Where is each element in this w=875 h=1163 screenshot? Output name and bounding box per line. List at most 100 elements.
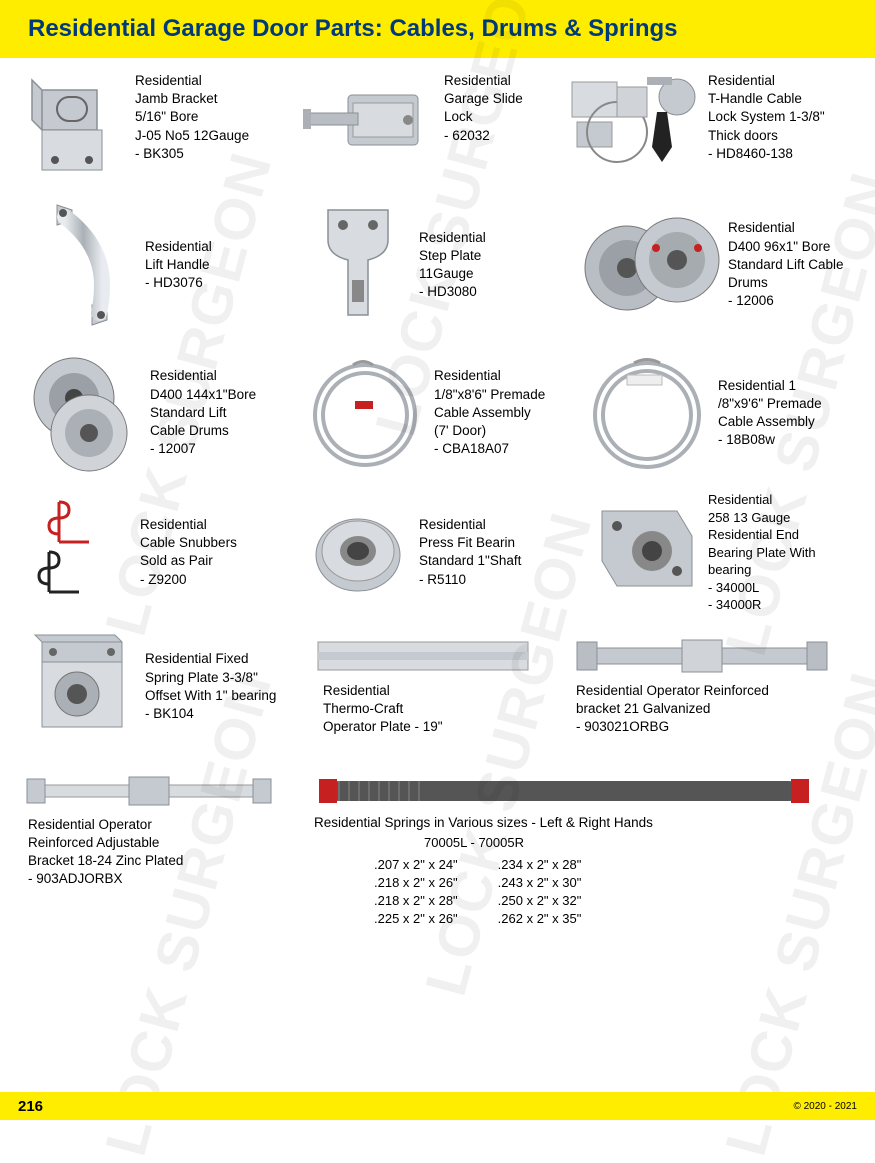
text-line: .225 x 2" x 26"	[374, 910, 458, 928]
product-text: Residential Step Plate 11Gauge - HD3080	[413, 229, 486, 302]
text-line: Residential	[444, 72, 523, 90]
text-line: 1/8"x8'6" Premade	[434, 386, 545, 404]
text-line: Thermo-Craft	[323, 700, 443, 718]
product-image	[24, 632, 139, 742]
product-image	[303, 502, 413, 602]
text-line: Residential	[419, 516, 521, 534]
product-row: Residential Fixed Spring Plate 3-3/8" Of…	[24, 632, 851, 742]
product-row: Residential Cable Snubbers Sold as Pair …	[24, 491, 851, 614]
product-image	[582, 353, 712, 473]
product-text: Residential Springs in Various sizes - L…	[314, 814, 653, 929]
page-footer: 216 © 2020 - 2021	[0, 1092, 875, 1120]
product-row: Residential D400 144x1"Bore Standard Lif…	[24, 353, 851, 473]
text-line: Residential	[419, 229, 486, 247]
text-line: - R5110	[419, 571, 521, 589]
text-line: .250 x 2" x 32"	[498, 892, 582, 910]
product-text: Residential T-Handle Cable Lock System 1…	[702, 72, 825, 163]
product-cell: Residential 258 13 Gauge Residential End…	[582, 491, 851, 614]
product-cell: Residential Thermo-Craft Operator Plate …	[313, 632, 572, 742]
product-text: Residential Operator Reinforced bracket …	[572, 682, 769, 737]
text-line: Standard Lift Cable	[728, 256, 844, 274]
product-cell: Residential Lift Handle - HD3076	[24, 195, 303, 335]
text-line: - 18B08w	[718, 431, 822, 449]
text-line: - BK305	[135, 145, 249, 163]
text-line: Residential	[708, 491, 816, 509]
text-line: J-05 No5 12Gauge	[135, 127, 249, 145]
text-line: .207 x 2" x 24"	[374, 856, 458, 874]
product-text: Residential Jamb Bracket 5/16" Bore J-05…	[129, 72, 249, 163]
product-image	[24, 195, 139, 335]
page-title: Residential Garage Door Parts: Cables, D…	[28, 15, 678, 43]
product-row: Residential Operator Reinforced Adjustab…	[24, 770, 851, 929]
text-line: - 12007	[150, 440, 256, 458]
text-line: Cable Assembly	[718, 413, 822, 431]
product-text: Residential 1 /8"x9'6" Premade Cable Ass…	[712, 377, 822, 450]
text-line: - 12006	[728, 292, 844, 310]
product-text: Residential Thermo-Craft Operator Plate …	[313, 682, 443, 737]
page-number: 216	[18, 1098, 43, 1115]
text-line: Standard Lift	[150, 404, 256, 422]
product-image	[582, 210, 722, 320]
text-line: bearing	[708, 561, 816, 579]
springs-size-table: .207 x 2" x 24" .218 x 2" x 26" .218 x 2…	[374, 856, 653, 929]
text-line: .234 x 2" x 28"	[498, 856, 582, 874]
product-text: Residential 1/8"x8'6" Premade Cable Asse…	[428, 367, 545, 458]
text-line: Residential	[434, 367, 545, 385]
text-line: Residential Operator	[28, 816, 183, 834]
product-row: Residential Jamb Bracket 5/16" Bore J-05…	[24, 72, 851, 177]
text-line: /8"x9'6" Premade	[718, 395, 822, 413]
text-line: - 62032	[444, 127, 523, 145]
product-text: Residential Cable Snubbers Sold as Pair …	[134, 516, 237, 589]
product-text: Residential 258 13 Gauge Residential End…	[702, 491, 816, 614]
product-image	[303, 353, 428, 473]
product-cell: Residential Garage Slide Lock - 62032	[303, 72, 562, 177]
text-line: Garage Slide	[444, 90, 523, 108]
product-image	[562, 72, 702, 172]
text-line: - 34000L	[708, 579, 816, 597]
text-line: Bearing Plate With	[708, 544, 816, 562]
text-line: Bracket 18-24 Zinc Plated	[28, 852, 183, 870]
product-cell: Residential D400 96x1" Bore Standard Lif…	[582, 195, 851, 335]
text-line: Cable Assembly	[434, 404, 545, 422]
text-line: 5/16" Bore	[135, 108, 249, 126]
text-line: - 903ADJORBX	[28, 870, 183, 888]
product-text: Residential Operator Reinforced Adjustab…	[24, 816, 183, 889]
product-image	[303, 205, 413, 325]
text-line: Residential	[728, 219, 844, 237]
product-image	[582, 491, 702, 601]
product-text: Residential D400 96x1" Bore Standard Lif…	[722, 219, 844, 310]
text-line: - BK104	[145, 705, 276, 723]
text-line: Offset With 1" bearing	[145, 687, 276, 705]
text-line: Residential	[708, 72, 825, 90]
product-cell: Residential Jamb Bracket 5/16" Bore J-05…	[24, 72, 303, 177]
product-text: Residential D400 144x1"Bore Standard Lif…	[144, 367, 256, 458]
springs-col-a: .207 x 2" x 24" .218 x 2" x 26" .218 x 2…	[374, 856, 458, 929]
text-line: - Z9200	[140, 571, 237, 589]
product-cell: Residential Operator Reinforced bracket …	[572, 632, 851, 742]
text-line: Press Fit Bearin	[419, 534, 521, 552]
text-line: Lock System 1-3/8"	[708, 108, 825, 126]
text-line: Residential	[145, 238, 212, 256]
product-cell: Residential Press Fit Bearin Standard 1"…	[303, 491, 582, 614]
text-line: Residential	[150, 367, 256, 385]
product-image	[24, 492, 134, 612]
text-line: Cable Snubbers	[140, 534, 237, 552]
product-cell: Residential Step Plate 11Gauge - HD3080	[303, 195, 582, 335]
text-line: Residential End	[708, 526, 816, 544]
product-cell: Residential Springs in Various sizes - L…	[314, 770, 844, 929]
page-header: Residential Garage Door Parts: Cables, D…	[0, 0, 875, 58]
product-cell: Residential Cable Snubbers Sold as Pair …	[24, 491, 303, 614]
text-line: D400 144x1"Bore	[150, 386, 256, 404]
text-line: Reinforced Adjustable	[28, 834, 183, 852]
text-line: - HD3076	[145, 274, 212, 292]
text-line: Standard 1"Shaft	[419, 552, 521, 570]
text-line: Thick doors	[708, 127, 825, 145]
product-image	[314, 770, 814, 812]
product-image	[313, 632, 533, 682]
text-line: Lift Handle	[145, 256, 212, 274]
text-line: Residential 1	[718, 377, 822, 395]
text-line: bracket 21 Galvanized	[576, 700, 769, 718]
text-line: 70005L - 70005R	[424, 834, 653, 852]
content-area: Residential Jamb Bracket 5/16" Bore J-05…	[0, 58, 875, 928]
springs-col-b: .234 x 2" x 28" .243 x 2" x 30" .250 x 2…	[498, 856, 582, 929]
